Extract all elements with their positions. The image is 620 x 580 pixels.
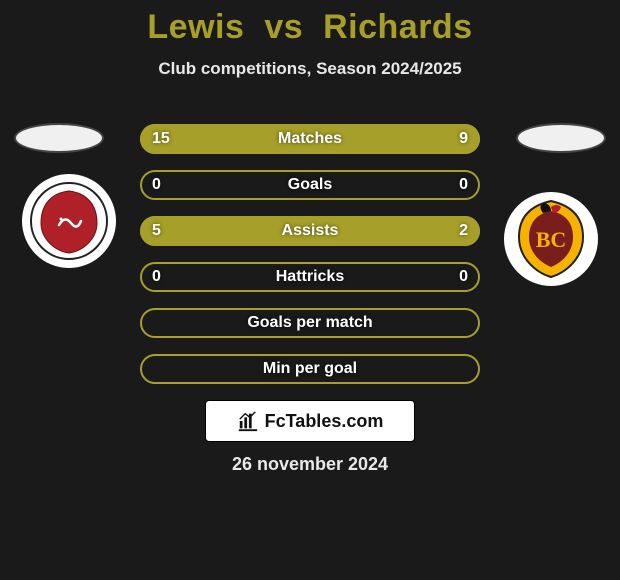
player1-photo-placeholder [14,123,104,153]
stat-value-left: 5 [152,216,161,246]
comparison-card: Lewis vs Richards Club competitions, Sea… [0,0,620,580]
bradford-city-crest-icon: BC [509,197,593,281]
player1-name: Lewis [147,8,244,46]
morecambe-crest-icon [29,181,109,261]
stat-label: Min per goal [140,354,480,384]
stat-label: Assists [140,216,480,246]
subtitle: Club competitions, Season 2024/2025 [0,59,620,79]
stat-value-left: 15 [152,124,170,154]
player2-club-badge: BC [504,192,598,286]
stat-row: Assists5 2 [140,216,480,246]
stat-value-left: 0 [152,170,161,200]
stat-row: Goals0 0 [140,170,480,200]
svg-text:BC: BC [536,227,567,252]
stat-value-right: 0 [459,170,468,200]
stat-row: Goals per match [140,308,480,338]
brand-watermark: FcTables.com [205,400,415,442]
stat-row: Matches15 9 [140,124,480,154]
stat-label: Goals per match [140,308,480,338]
stat-row: Hattricks0 0 [140,262,480,292]
stat-value-right: 9 [459,124,468,154]
player1-club-badge [22,174,116,268]
player2-photo-placeholder [516,123,606,153]
stat-value-right: 2 [459,216,468,246]
stat-bars: Matches159Goals00Assists52Hattricks00Goa… [140,124,480,400]
brand-text: FcTables.com [265,411,384,432]
player2-name: Richards [323,8,473,46]
vs-text: vs [264,8,303,46]
title: Lewis vs Richards [0,8,620,47]
date-text: 26 november 2024 [0,454,620,475]
stat-row: Min per goal [140,354,480,384]
chart-icon [237,410,259,432]
stat-value-left: 0 [152,262,161,292]
stat-label: Matches [140,124,480,154]
stat-label: Goals [140,170,480,200]
stat-value-right: 0 [459,262,468,292]
stat-label: Hattricks [140,262,480,292]
